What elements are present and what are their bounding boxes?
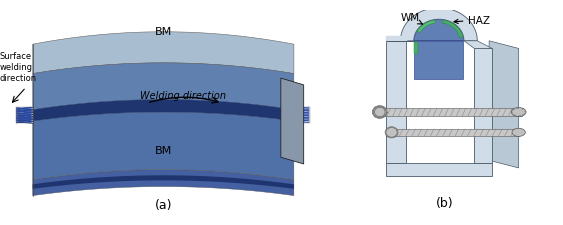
Text: Surface
welding
direction: Surface welding direction xyxy=(0,52,37,83)
Polygon shape xyxy=(16,108,33,124)
Polygon shape xyxy=(379,109,522,116)
Text: Welding direction: Welding direction xyxy=(140,91,226,101)
Ellipse shape xyxy=(511,108,526,117)
Polygon shape xyxy=(464,42,492,49)
Polygon shape xyxy=(489,42,519,168)
Polygon shape xyxy=(33,112,294,180)
Polygon shape xyxy=(417,21,436,34)
Polygon shape xyxy=(294,108,310,124)
Circle shape xyxy=(386,128,397,137)
Polygon shape xyxy=(33,170,294,196)
Polygon shape xyxy=(386,42,406,163)
Polygon shape xyxy=(400,9,477,42)
Text: (b): (b) xyxy=(436,196,454,209)
Polygon shape xyxy=(414,43,418,54)
Polygon shape xyxy=(386,163,492,176)
Text: (a): (a) xyxy=(154,198,172,211)
Polygon shape xyxy=(33,33,294,74)
Polygon shape xyxy=(442,21,463,39)
Circle shape xyxy=(372,106,387,119)
Polygon shape xyxy=(33,176,294,189)
Polygon shape xyxy=(386,129,519,136)
Circle shape xyxy=(385,127,398,138)
Text: WM: WM xyxy=(400,14,422,25)
Polygon shape xyxy=(414,42,463,80)
Polygon shape xyxy=(33,64,294,110)
Circle shape xyxy=(373,107,386,118)
Text: BM: BM xyxy=(155,27,172,36)
Circle shape xyxy=(374,108,385,117)
Polygon shape xyxy=(474,49,492,163)
Polygon shape xyxy=(33,100,294,122)
Ellipse shape xyxy=(512,129,525,137)
Polygon shape xyxy=(281,79,303,164)
Text: BM: BM xyxy=(155,146,172,156)
Polygon shape xyxy=(414,21,463,42)
Text: HAZ: HAZ xyxy=(454,16,490,26)
